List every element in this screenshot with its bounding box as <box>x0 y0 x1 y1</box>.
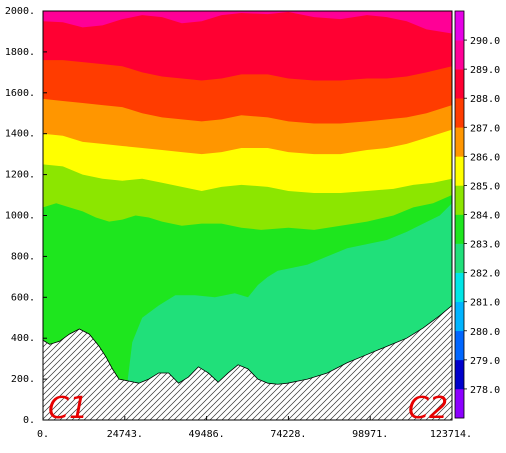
colorbar-swatch <box>455 243 464 273</box>
y-tick-label: 1800. <box>5 47 35 58</box>
colorbar-label: 287.0 <box>470 123 500 134</box>
colorbar-label: 286.0 <box>470 152 500 163</box>
y-tick-label: 600. <box>11 292 35 303</box>
x-tick-label: 98971. <box>352 429 388 440</box>
colorbar-label: 278.0 <box>470 385 500 396</box>
corner-label-c1: C1 <box>48 391 88 426</box>
colorbar-swatch <box>455 359 464 390</box>
colorbar-swatch <box>455 11 464 41</box>
colorbar-label: 290.0 <box>470 36 500 47</box>
colorbar-swatch <box>455 214 464 244</box>
x-tick-label: 74228. <box>270 429 306 440</box>
colorbar-swatch <box>455 272 464 303</box>
colorbar-swatch <box>455 40 464 70</box>
terrain <box>43 304 452 420</box>
x-tick-label: 49486. <box>189 429 225 440</box>
y-tick-label: 200. <box>11 374 35 385</box>
colorbar-label: 280.0 <box>470 327 500 338</box>
colorbar-label: 281.0 <box>470 298 500 309</box>
colorbar: 278.0 279.0 280.0 281.0 282.0 283.0 284.0 285.0… <box>454 10 500 419</box>
y-tick-label: 1200. <box>5 170 35 181</box>
colorbar-swatch <box>455 69 464 99</box>
y-tick-label: 1400. <box>5 129 35 140</box>
colorbar-label: 279.0 <box>470 356 500 367</box>
colorbar-swatch <box>455 156 464 186</box>
colorbar-label: 289.0 <box>470 65 500 76</box>
colorbar-swatch <box>455 301 464 332</box>
colorbar-label: 282.0 <box>470 269 500 280</box>
colorbar-label: 288.0 <box>470 94 500 105</box>
x-tick-label: 0. <box>37 429 49 440</box>
colorbar-label: 285.0 <box>470 181 500 192</box>
y-tick-label: 800. <box>11 251 35 262</box>
x-tick-label: 24743. <box>107 429 143 440</box>
colorbar-swatch <box>455 388 464 419</box>
y-tick-label: 1600. <box>5 88 35 99</box>
colorbar-label: 284.0 <box>470 211 500 222</box>
colorbar-swatch <box>455 127 464 157</box>
y-tick-label: 0. <box>23 415 35 426</box>
colorbar-swatch <box>455 330 464 361</box>
y-tick-label: 400. <box>11 333 35 344</box>
x-axis: 0. 24743. 49486. 74228. 98971. 123714. <box>37 416 472 440</box>
y-tick-label: 2000. <box>5 6 35 17</box>
colorbar-swatch <box>455 98 464 128</box>
corner-label-c2: C2 <box>408 391 448 426</box>
x-tick-label: 123714. <box>430 429 472 440</box>
terrain-surface <box>43 304 452 420</box>
colorbar-label: 283.0 <box>470 240 500 251</box>
filled-contours <box>43 11 452 420</box>
y-tick-label: 1000. <box>5 211 35 222</box>
colorbar-swatch <box>455 185 464 215</box>
y-axis: 0. 200. 400. 600. 800. 1000. 1200. 1400. 1600. 18… <box>5 6 47 426</box>
